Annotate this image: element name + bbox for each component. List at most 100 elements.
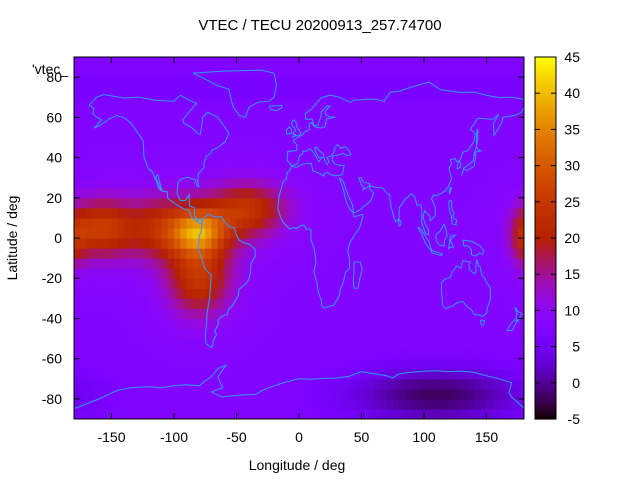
heatmap-cell — [142, 368, 150, 380]
heatmap-cell — [386, 248, 394, 259]
heatmap-cell — [455, 197, 463, 209]
heatmap-cell — [224, 217, 231, 229]
heatmap-cell — [386, 318, 394, 330]
heatmap-cell — [180, 358, 188, 370]
heatmap-cell — [117, 338, 125, 350]
heatmap-cell — [499, 308, 506, 320]
heatmap-cell — [380, 338, 388, 350]
heatmap-cell — [455, 77, 463, 88]
heatmap-cell — [455, 268, 463, 279]
heatmap-cell — [461, 167, 469, 179]
colorbar-step — [535, 206, 556, 211]
heatmap-cell — [124, 298, 131, 309]
heatmap-cell — [324, 278, 331, 289]
heatmap-cell — [211, 87, 219, 98]
heatmap-cell — [161, 368, 169, 380]
heatmap-cell — [461, 348, 469, 360]
heatmap-cell — [349, 248, 356, 259]
heatmap-cell — [455, 378, 463, 390]
heatmap-cell — [99, 177, 106, 189]
heatmap-cell — [311, 77, 319, 88]
heatmap-cell — [136, 298, 144, 309]
heatmap-cell — [192, 288, 200, 299]
heatmap-cell — [486, 117, 494, 128]
heatmap-cell — [174, 298, 181, 309]
heatmap-cell — [361, 398, 369, 410]
heatmap-cell — [336, 227, 344, 239]
heatmap-cell — [505, 87, 513, 98]
heatmap-cell — [436, 358, 444, 370]
heatmap-cell — [417, 308, 425, 320]
heatmap-cell — [449, 127, 456, 139]
heatmap-cell — [511, 97, 519, 108]
heatmap-cell — [474, 117, 481, 128]
heatmap-cell — [224, 238, 231, 249]
colorbar-step — [535, 119, 556, 124]
heatmap-cell — [255, 87, 263, 98]
heatmap-cell — [442, 137, 450, 149]
heatmap-cell — [342, 338, 350, 350]
heatmap-cell — [211, 167, 219, 179]
colorbar-step — [535, 371, 556, 375]
heatmap-cell — [117, 167, 125, 179]
heatmap-cell — [167, 57, 175, 68]
heatmap-cell — [242, 268, 250, 279]
heatmap-cell — [336, 238, 344, 249]
heatmap-cell — [136, 137, 144, 149]
heatmap-cell — [367, 408, 375, 419]
heatmap-cell — [192, 227, 200, 239]
heatmap-cell — [261, 127, 269, 139]
heatmap-cell — [374, 338, 381, 350]
heatmap-cell — [455, 227, 463, 239]
heatmap-cell — [74, 157, 81, 169]
heatmap-cell — [111, 328, 119, 340]
heatmap-cell — [417, 67, 425, 78]
heatmap-cell — [236, 268, 244, 279]
heatmap-cell — [230, 368, 238, 380]
heatmap-cell — [167, 348, 175, 360]
heatmap-cell — [186, 368, 194, 380]
heatmap-cell — [442, 117, 450, 128]
heatmap-cell — [292, 248, 300, 259]
heatmap-cell — [99, 227, 106, 239]
heatmap-cell — [236, 258, 244, 269]
heatmap-cell — [117, 378, 125, 390]
heatmap-cell — [436, 57, 444, 68]
heatmap-cell — [505, 368, 513, 380]
heatmap-cell — [217, 157, 225, 169]
heatmap-cell — [224, 57, 231, 68]
colorbar-step — [535, 161, 556, 166]
heatmap-cell — [499, 77, 506, 88]
heatmap-cell — [449, 187, 456, 199]
heatmap-cell — [117, 268, 125, 279]
heatmap-cell — [186, 57, 194, 68]
heatmap-cell — [255, 137, 263, 149]
heatmap-cell — [480, 167, 488, 179]
heatmap-cell — [392, 117, 400, 128]
heatmap-cell — [305, 248, 313, 259]
heatmap-cell — [161, 288, 169, 299]
heatmap-cell — [255, 408, 263, 419]
heatmap-cell — [167, 358, 175, 370]
heatmap-cell — [292, 398, 300, 410]
heatmap-cell — [161, 358, 169, 370]
heatmap-cell — [486, 268, 494, 279]
heatmap-cell — [180, 127, 188, 139]
heatmap-cell — [417, 408, 425, 419]
heatmap-cell — [486, 358, 494, 370]
heatmap-cell — [305, 328, 313, 340]
heatmap-cell — [280, 197, 288, 209]
heatmap-cell — [217, 87, 225, 98]
colorbar-step — [535, 386, 556, 390]
heatmap-cell — [274, 87, 281, 98]
heatmap-cell — [236, 338, 244, 350]
heatmap-cell — [92, 348, 100, 360]
heatmap-cell — [424, 298, 431, 309]
heatmap-cell — [205, 87, 213, 98]
heatmap-cell — [117, 358, 125, 370]
heatmap-cell — [317, 288, 325, 299]
heatmap-cell — [280, 348, 288, 360]
heatmap-cell — [217, 127, 225, 139]
heatmap-cell — [330, 398, 338, 410]
heatmap-cell — [205, 318, 213, 330]
